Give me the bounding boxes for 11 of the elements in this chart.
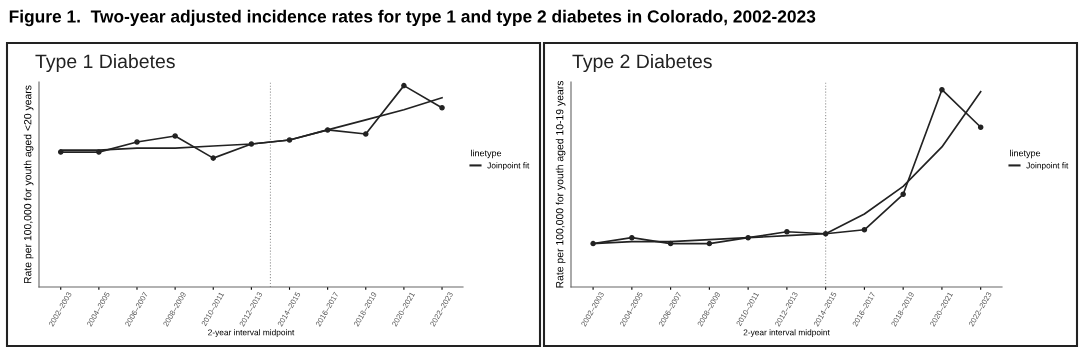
legend-title: linetype — [471, 149, 502, 159]
chart-title: Type 2 Diabetes — [572, 53, 712, 73]
legend-label: Joinpoint fit — [1026, 162, 1069, 171]
legend-label: Joinpoint fit — [487, 162, 530, 171]
legend-title: linetype — [1010, 149, 1041, 159]
chart-title: Type 1 Diabetes — [35, 53, 175, 73]
caption: Figure 1. Two-year adjusted incidence rates for type 1 and type 2 diabetes in Colorado, 2002-2023 — [9, 9, 816, 27]
y-axis-title: Rate per 100,000 for youth aged <20 years — [23, 85, 34, 284]
x-axis-title: 2-year interval midpoint — [208, 329, 295, 337]
x-axis-title: 2-year interval midpoint — [743, 329, 830, 337]
y-axis-title: Rate per 100,000 for youth aged 10-19 years — [555, 80, 566, 288]
